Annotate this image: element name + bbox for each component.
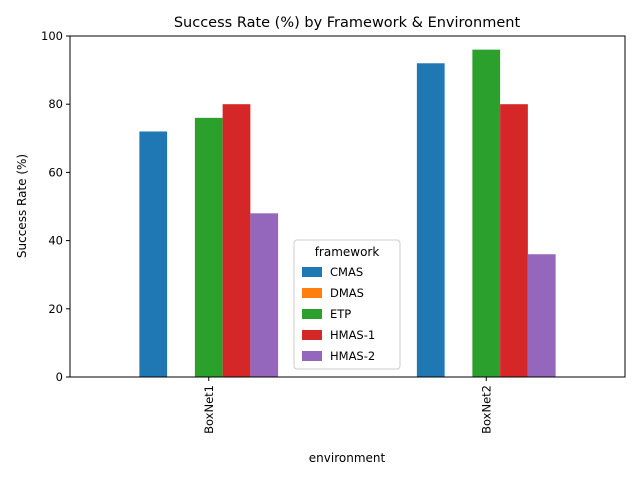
y-tick-label: 20 [48, 302, 63, 316]
bar-etp-boxnet2 [472, 49, 501, 377]
plot-frame [69, 35, 626, 378]
bar-hmas-2-boxnet1 [250, 213, 279, 377]
x-axis-label: environment [309, 451, 386, 465]
bar-cmas-boxnet2 [416, 63, 445, 377]
x-tick-label: BoxNet1 [202, 385, 216, 434]
bar-cmas-boxnet1 [139, 131, 168, 377]
legend-swatch-dmas [302, 288, 322, 298]
y-tick-label: 40 [48, 234, 63, 248]
y-tick-label: 0 [56, 370, 63, 384]
legend-label-hmas-2: HMAS-2 [330, 349, 375, 363]
legend-swatch-hmas-2 [302, 351, 322, 361]
y-tick-label: 80 [48, 97, 63, 111]
legend-swatch-etp [302, 309, 322, 319]
legend-swatch-hmas-1 [302, 330, 322, 340]
bar-etp-boxnet1 [194, 117, 223, 377]
x-tick-label: BoxNet2 [479, 385, 493, 434]
legend-items: CMAS DMAS ETP HMAS-1 HMAS-2 [302, 265, 375, 363]
bar-hmas-2-boxnet2 [527, 254, 556, 377]
bars-group [139, 49, 556, 377]
legend-label-dmas: DMAS [330, 286, 364, 300]
y-tick-label: 60 [48, 165, 63, 179]
legend: framework CMAS DMAS ETP HMAS-1 HMAS-2 [293, 239, 401, 370]
y-tick-label: 100 [41, 29, 63, 43]
y-axis: 0 20 40 60 80 100 [41, 29, 70, 384]
x-axis: BoxNet1 BoxNet2 [202, 377, 493, 434]
chart-title: Success Rate (%) by Framework & Environm… [174, 15, 521, 31]
legend-label-etp: ETP [330, 307, 351, 321]
y-axis-label: Success Rate (%) [15, 154, 29, 258]
bar-hmas-1-boxnet1 [222, 104, 251, 377]
legend-swatch-cmas [302, 267, 322, 277]
legend-label-hmas-1: HMAS-1 [330, 328, 375, 342]
legend-title: framework [315, 245, 380, 259]
bar-hmas-1-boxnet2 [500, 104, 528, 377]
legend-label-cmas: CMAS [330, 265, 363, 279]
